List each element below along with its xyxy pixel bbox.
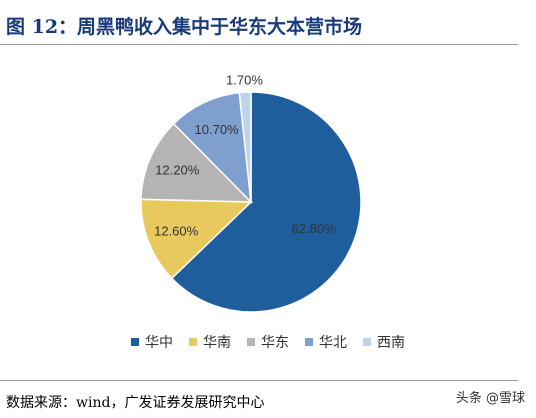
data-label-1: 62.80% [292, 221, 337, 236]
legend-item-1: 华中 [131, 332, 173, 352]
legend-item-3: 华东 [247, 332, 289, 352]
legend-label: 华中 [145, 335, 173, 351]
data-label-2: 12.60% [154, 224, 199, 239]
chart-legend: 华中 华南 华东 华北 西南 [0, 332, 536, 352]
data-label-5: 1.70% [226, 73, 263, 88]
legend-swatch [305, 338, 313, 346]
legend-item-4: 华北 [305, 332, 347, 352]
legend-item-5: 西南 [363, 332, 405, 352]
watermark: 头条 @雪球 [452, 386, 528, 407]
legend-swatch [247, 338, 255, 346]
pie-slice-3 [140, 122, 253, 203]
legend-label: 西南 [377, 335, 405, 351]
source-note: 数据来源：wind，广发证券发展研究中心 [6, 395, 265, 411]
data-label-4: 10.70% [195, 122, 240, 137]
legend-swatch [363, 338, 371, 346]
legend-swatch [131, 338, 139, 346]
legend-item-2: 华南 [189, 332, 231, 352]
title-divider [0, 44, 518, 45]
legend-label: 华南 [203, 335, 231, 351]
pie-slice-4 [172, 91, 252, 205]
chart-title: 图 12：周黑鸭收入集中于华东大本营市场 [6, 16, 363, 38]
legend-swatch [189, 338, 197, 346]
pie-slice-1 [170, 91, 362, 313]
footer-divider [0, 380, 518, 381]
pie-slice-5 [238, 91, 252, 203]
legend-label: 华北 [319, 335, 347, 351]
legend-label: 华东 [261, 335, 289, 351]
pie-chart: 62.80% 12.60% 12.20% 10.70% 1.70% [140, 73, 362, 313]
data-label-3: 12.20% [155, 163, 200, 178]
pie-slice-2 [140, 198, 253, 280]
